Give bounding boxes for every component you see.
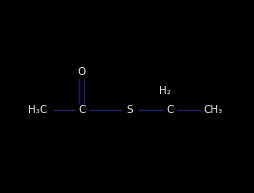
Text: O: O xyxy=(77,67,86,77)
Text: H₃C: H₃C xyxy=(28,105,47,115)
Text: C: C xyxy=(78,105,85,115)
Text: CH₃: CH₃ xyxy=(203,105,222,115)
Text: H₂: H₂ xyxy=(158,86,170,96)
Text: C: C xyxy=(166,105,173,115)
Text: S: S xyxy=(126,105,133,115)
